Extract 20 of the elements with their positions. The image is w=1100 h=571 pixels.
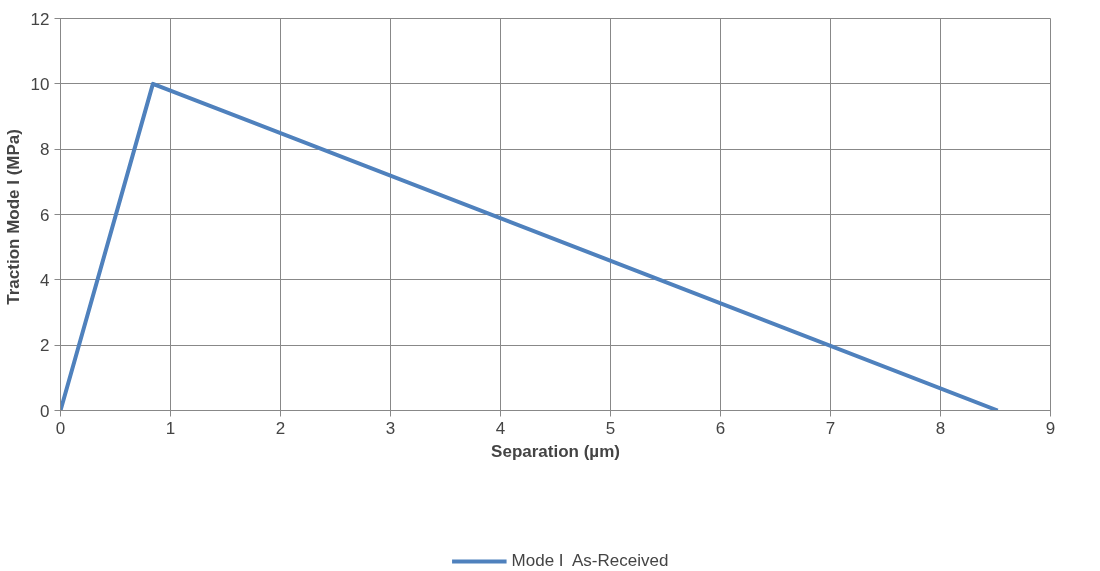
y-axis-title: Traction Mode I (MPa) [3,129,23,305]
x-tick-label: 3 [385,418,396,438]
y-tick-label: 4 [40,270,50,290]
y-tick-label: 8 [40,140,50,160]
y-tick-label: 0 [40,401,50,421]
x-tick-label: 6 [715,418,726,438]
x-tick-label: 7 [825,418,836,438]
y-tick-label: 12 [30,9,50,29]
x-tick-label: 0 [55,418,66,438]
x-tick-label: 2 [275,418,286,438]
x-tick-label: 1 [165,418,176,438]
x-axis-title: Separation (µm) [491,441,620,461]
x-tick-label: 9 [1045,418,1056,438]
y-tick-label: 10 [30,74,50,94]
y-tick-label: 2 [40,336,50,356]
x-tick-label: 8 [935,418,946,438]
x-tick-label: 4 [495,418,506,438]
legend-label: Mode I As-Received [511,550,669,571]
x-tick-label: 5 [605,418,616,438]
y-tick-label: 6 [40,205,50,225]
